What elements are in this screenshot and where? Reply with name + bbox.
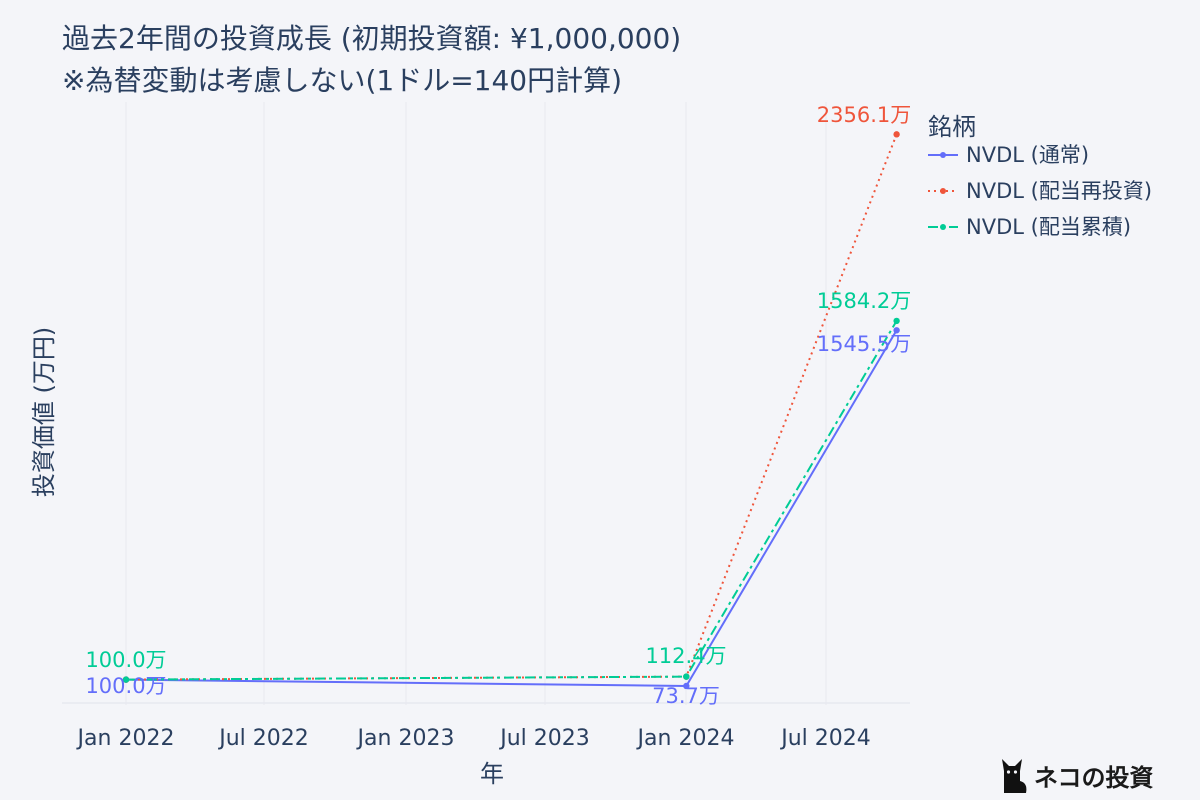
data-label: 100.0万: [85, 648, 166, 672]
x-tick-label: Jul 2022: [217, 726, 309, 751]
x-axis-title: 年: [480, 760, 504, 788]
legend-label: NVDL (配当再投資): [966, 179, 1152, 203]
data-point[interactable]: [683, 673, 690, 680]
legend-item[interactable]: NVDL (配当再投資): [928, 179, 1152, 203]
legend-item[interactable]: NVDL (配当累積): [928, 215, 1131, 239]
series-lines: [125, 133, 898, 687]
series-line[interactable]: [125, 133, 898, 681]
chart-title-line1: 過去2年間の投資成長 (初期投資額: ¥1,000,000): [62, 22, 681, 55]
legend-label: NVDL (通常): [966, 143, 1089, 167]
grid: [62, 102, 910, 705]
legend-marker: [940, 152, 946, 158]
legend[interactable]: 銘柄 NVDL (通常) NVDL (配当再投資) NVDL (配当累積): [928, 113, 1152, 239]
data-label: 100.0万: [85, 674, 166, 698]
data-label: 2356.1万: [817, 103, 911, 127]
legend-title: 銘柄: [928, 113, 976, 141]
data-label: 112.4万: [645, 644, 726, 668]
data-label: 1545.5万: [817, 332, 911, 356]
series-points: [122, 131, 900, 690]
legend-marker: [940, 188, 946, 194]
x-tick-label: Jan 2024: [636, 726, 735, 751]
brand-logo: ネコの投資: [1002, 759, 1154, 793]
series-line[interactable]: [125, 320, 898, 681]
series-line[interactable]: [125, 329, 898, 687]
x-tick-label: Jan 2022: [76, 726, 175, 751]
data-label: 1584.2万: [817, 289, 911, 313]
data-point[interactable]: [893, 317, 900, 325]
data-point[interactable]: [683, 682, 690, 690]
legend-label: NVDL (配当累積): [966, 215, 1131, 239]
cat-icon: [1002, 759, 1027, 793]
data-labels: 100.0万 73.7万 1545.5万 2356.1万 100.0万 112.4万 158…: [85, 103, 911, 708]
brand-text: ネコの投資: [1034, 764, 1154, 792]
data-point[interactable]: [893, 131, 900, 138]
x-tick-label: Jul 2024: [779, 726, 871, 751]
legend-item[interactable]: NVDL (通常): [928, 143, 1089, 167]
plot-area: Jan 2022 Jul 2022 Jan 2023 Jul 2023 Jan 2024…: [62, 102, 911, 751]
chart-title-line2: ※為替変動は考慮しない(1ドル=140円計算): [62, 64, 622, 97]
x-tick-label: Jan 2023: [356, 726, 455, 751]
legend-marker: [940, 224, 946, 230]
data-label: 73.7万: [652, 684, 720, 708]
data-point[interactable]: [893, 327, 900, 334]
x-axis-ticks: Jan 2022 Jul 2022 Jan 2023 Jul 2023 Jan 2024…: [76, 726, 871, 751]
y-axis-title: 投資価値 (万円): [30, 327, 58, 497]
x-tick-label: Jul 2023: [498, 726, 590, 751]
data-point[interactable]: [122, 676, 130, 683]
